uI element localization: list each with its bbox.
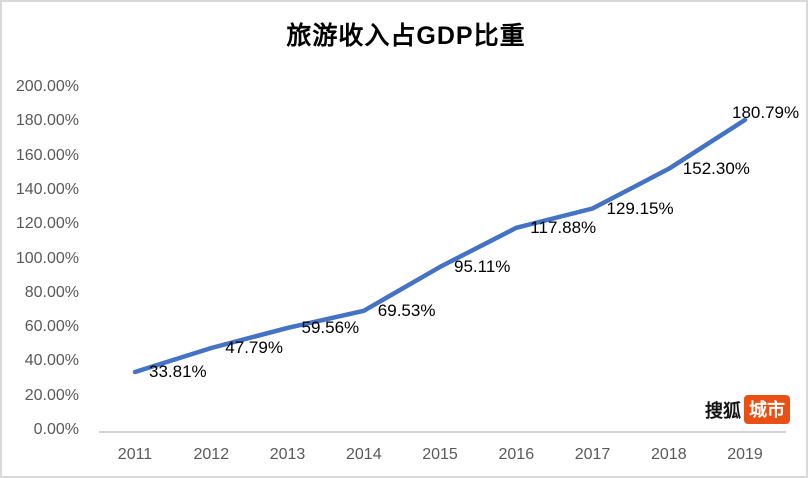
x-axis-tick-label: 2012	[193, 446, 230, 463]
y-axis-tick-label: 180.00%	[15, 112, 79, 130]
data-point-label: 129.15%	[606, 198, 674, 218]
data-point-label: 180.79%	[732, 102, 800, 122]
series-line	[132, 117, 748, 375]
y-axis-tick-label: 140.00%	[15, 180, 79, 198]
y-axis-tick-label: 0.00%	[33, 421, 79, 438]
x-axis-tick-label: 2015	[422, 446, 458, 463]
data-point-label: 95.11%	[454, 256, 511, 276]
x-axis-tick-label: 2011	[117, 446, 153, 463]
data-point-label: 117.88%	[530, 217, 597, 237]
chart-title: 旅游收入占GDP比重	[286, 22, 526, 50]
y-axis-tick-label: 40.00%	[24, 352, 79, 370]
x-axis-line	[99, 431, 786, 433]
data-point-label: 59.56%	[301, 317, 360, 337]
data-point-label: 152.30%	[682, 158, 750, 178]
y-axis-tick-label: 100.00%	[15, 249, 79, 267]
watermark-badge: 城市	[744, 395, 790, 424]
x-axis-tick-label: 2016	[498, 446, 535, 463]
watermark-brand: 搜狐	[705, 400, 741, 421]
data-point-label: 33.81%	[149, 362, 207, 381]
y-axis-tick-label: 200.00%	[15, 78, 79, 95]
x-axis-tick-label: 2014	[346, 446, 382, 463]
watermark: 搜狐 城市	[705, 395, 790, 424]
x-axis-tick-label: 2017	[574, 446, 611, 463]
x-axis-tick-label: 2018	[651, 446, 687, 463]
y-axis-tick-label: 20.00%	[24, 386, 79, 404]
data-point-label: 47.79%	[225, 338, 283, 357]
y-axis-tick-label: 60.00%	[24, 318, 79, 336]
y-axis-tick-label: 80.00%	[24, 283, 79, 301]
y-axis-tick-label: 160.00%	[15, 146, 79, 164]
x-axis-tick-label: 2019	[727, 446, 763, 463]
data-point-label: 69.53%	[377, 300, 436, 320]
x-axis-tick-label: 2013	[269, 446, 306, 463]
y-axis-tick-label: 120.00%	[15, 215, 79, 233]
